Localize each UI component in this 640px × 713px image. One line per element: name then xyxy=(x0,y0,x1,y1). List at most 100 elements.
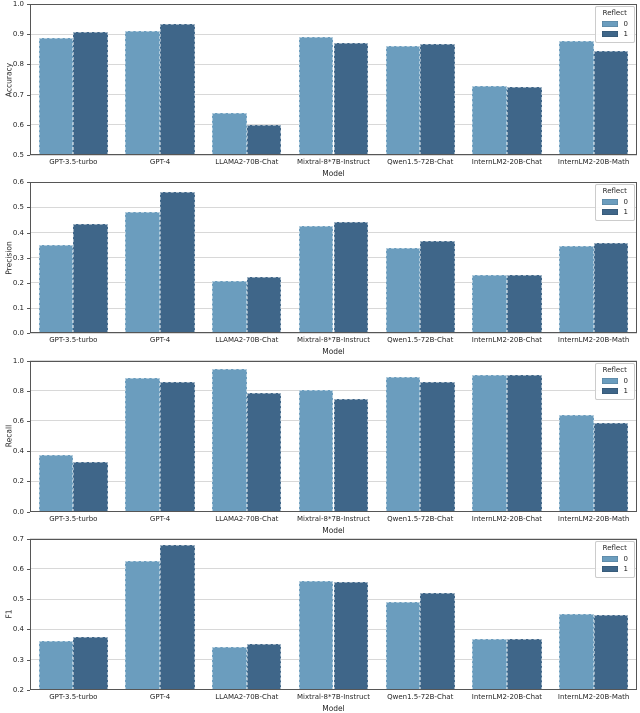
grid-line xyxy=(30,3,637,5)
bar xyxy=(38,640,74,690)
y-tick-mark xyxy=(27,182,30,184)
bar xyxy=(73,32,109,155)
y-tick-mark xyxy=(27,232,30,234)
x-tick-label: Qwen1.5-72B-Chat xyxy=(387,336,454,345)
x-tick-label: GPT-3.5-turbo xyxy=(49,158,98,166)
legend: Reflect 0 1 xyxy=(594,362,635,400)
legend-entry: 0 xyxy=(601,20,628,28)
legend-label: 1 xyxy=(623,30,628,38)
x-tick-label: Qwen1.5-72B-Chat xyxy=(387,514,454,523)
bar xyxy=(333,221,369,334)
y-tick-label: 0.6 xyxy=(12,120,24,129)
x-tick-label: InternLM2-20B-Math xyxy=(557,336,630,345)
grid-line xyxy=(30,360,637,361)
y-tick-label: 0.4 xyxy=(12,625,24,634)
legend-title: Reflect xyxy=(602,543,627,552)
x-axis-label: Model xyxy=(322,347,345,357)
grid-line xyxy=(30,538,637,540)
bar xyxy=(558,40,594,155)
bar xyxy=(125,30,161,155)
y-tick-mark xyxy=(27,659,30,661)
legend-swatch-0 xyxy=(601,21,618,27)
y-tick-mark xyxy=(27,420,30,422)
x-tick-label: InternLM2-20B-Chat xyxy=(471,336,543,345)
plot-area xyxy=(30,181,637,334)
x-tick-label: LLAMA2-70B-Chat xyxy=(215,158,279,166)
y-axis-label: F1 xyxy=(4,609,14,619)
y-tick-label: 0.5 xyxy=(12,203,24,212)
y-tick-mark xyxy=(27,511,30,513)
y-tick-mark xyxy=(27,360,30,362)
legend-swatch-1 xyxy=(601,387,618,394)
bar xyxy=(298,389,334,512)
bar xyxy=(506,86,542,155)
bar xyxy=(593,51,629,155)
x-axis-label: Model xyxy=(322,703,345,713)
bar xyxy=(73,223,109,334)
x-tick-label: GPT-4 xyxy=(149,514,171,523)
y-axis-label: Recall xyxy=(4,424,14,448)
x-tick-label: GPT-3.5-turbo xyxy=(49,514,98,523)
y-tick-mark xyxy=(27,451,30,453)
bar xyxy=(212,647,247,690)
y-tick-label: 0.2 xyxy=(12,685,24,694)
legend-swatch-0 xyxy=(601,199,618,206)
x-tick-label: GPT-4 xyxy=(149,692,171,701)
x-tick-label: GPT-3.5-turbo xyxy=(49,692,98,701)
y-tick-label: 0.0 xyxy=(12,507,24,516)
bar xyxy=(38,244,74,334)
legend-entry: 1 xyxy=(601,30,628,38)
y-tick-label: 0.8 xyxy=(12,60,24,69)
grid-line xyxy=(30,154,637,156)
legend-title: Reflect xyxy=(602,187,627,196)
x-tick-label: LLAMA2-70B-Chat xyxy=(215,336,279,345)
bar xyxy=(593,242,629,334)
bar xyxy=(298,581,334,690)
bar xyxy=(472,374,507,512)
bar xyxy=(212,281,247,334)
bar xyxy=(160,382,195,512)
bar xyxy=(385,247,421,334)
bar xyxy=(125,377,161,512)
y-tick-mark xyxy=(27,207,30,209)
y-tick-label: 0.4 xyxy=(12,228,24,237)
bar xyxy=(420,592,455,690)
legend: Reflect 0 1 xyxy=(594,6,635,43)
y-tick-mark xyxy=(27,124,30,126)
plot-area xyxy=(30,360,637,512)
chart-precision: Precision 0.0 0.1 0.2 0.3 0.4 0.5 0.6 GPT-3.5-tu… xyxy=(0,178,640,356)
bar xyxy=(506,374,542,512)
bar xyxy=(420,240,455,334)
bar xyxy=(160,544,195,690)
x-tick-label: LLAMA2-70B-Chat xyxy=(215,514,279,523)
bar xyxy=(506,639,542,690)
bar xyxy=(593,614,629,690)
y-tick-mark xyxy=(27,629,30,631)
y-tick-label: 0.6 xyxy=(12,416,24,425)
y-tick-label: 0.7 xyxy=(12,90,24,99)
bar xyxy=(73,636,109,690)
y-tick-label: 0.0 xyxy=(12,329,24,338)
bar xyxy=(38,37,74,155)
bar xyxy=(385,46,421,155)
x-tick-label: Mixtral-8*7B-Instruct xyxy=(296,158,371,166)
x-tick-label: InternLM2-20B-Chat xyxy=(471,158,543,166)
bar xyxy=(73,461,109,512)
y-tick-label: 0.4 xyxy=(12,447,24,456)
bar xyxy=(593,423,629,512)
bar xyxy=(472,86,507,155)
y-tick-label: 0.9 xyxy=(12,30,24,39)
bar xyxy=(160,24,195,155)
bar xyxy=(558,614,594,690)
y-tick-mark xyxy=(27,390,30,392)
y-tick-label: 0.3 xyxy=(12,253,24,262)
y-tick-label: 0.2 xyxy=(12,477,24,486)
y-tick-mark xyxy=(27,257,30,259)
y-tick-label: 1.0 xyxy=(12,356,24,365)
bar xyxy=(212,113,247,155)
bar xyxy=(558,414,594,512)
legend-label: 0 xyxy=(623,376,628,385)
legend-title: Reflect xyxy=(602,9,627,17)
grid-line xyxy=(30,568,637,570)
legend-entry: 0 xyxy=(601,555,628,563)
